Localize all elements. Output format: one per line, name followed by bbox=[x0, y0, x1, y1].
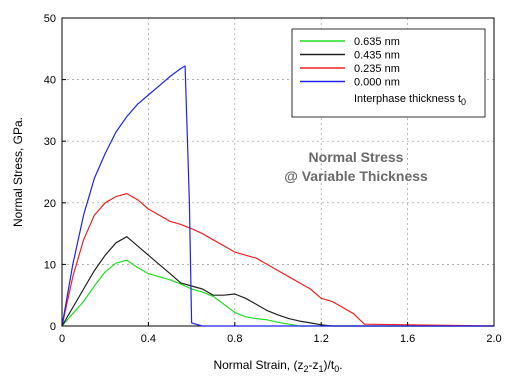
annotation-line-1: Normal Stress bbox=[309, 149, 404, 165]
legend-box bbox=[291, 28, 486, 118]
x-tick-label: 1.2 bbox=[314, 333, 329, 345]
series-line-2 bbox=[61, 193, 495, 327]
y-axis-label: Normal Stress, GPa. bbox=[11, 117, 25, 227]
x-tick-label: 0 bbox=[59, 333, 65, 345]
series-line-3 bbox=[61, 65, 494, 327]
series-lines bbox=[61, 65, 495, 327]
ticks: 0 0.4 0.8 1.2 1.6 2.0 0 10 20 30 40 50 bbox=[44, 13, 502, 345]
legend: 0.635 nm 0.435 nm0.235 nm 0.000 nm Interph… bbox=[291, 28, 486, 118]
x-axis-label: Normal Strain, (z2-z1)/t0. bbox=[213, 358, 342, 374]
y-tick-label: 50 bbox=[44, 13, 56, 25]
legend-label: 0.435 nm bbox=[354, 50, 400, 62]
y-tick-label: 10 bbox=[44, 259, 56, 271]
y-tick-label: 40 bbox=[44, 75, 56, 87]
legend-title: Interphase thickness t0 bbox=[354, 93, 466, 107]
series-line-0 bbox=[61, 259, 494, 327]
x-tick-label: 1.6 bbox=[400, 333, 415, 345]
legend-label: 0.635 nm bbox=[354, 36, 400, 48]
x-tick-label: 2.0 bbox=[486, 333, 501, 345]
series-line-1 bbox=[61, 236, 494, 327]
y-tick-label: 0 bbox=[50, 321, 56, 333]
y-tick-label: 30 bbox=[44, 136, 56, 148]
y-tick-label: 20 bbox=[44, 198, 56, 210]
legend-label: 0.235 nm bbox=[354, 63, 400, 75]
x-tick-label: 0.4 bbox=[141, 333, 156, 345]
annotation-line-2: @ Variable Thickness bbox=[284, 168, 428, 184]
x-tick-label: 0.8 bbox=[227, 333, 242, 345]
legend-label: 0.000 nm bbox=[354, 77, 400, 89]
